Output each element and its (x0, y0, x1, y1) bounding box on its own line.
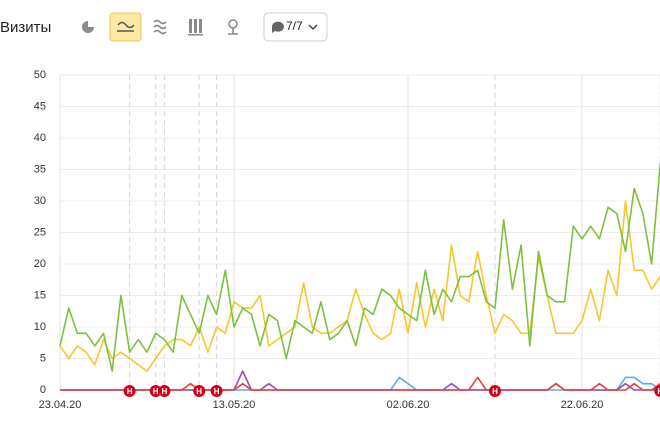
y-tick-label: 20 (34, 258, 46, 270)
view-line[interactable] (109, 12, 142, 42)
y-tick-label: 25 (34, 226, 46, 238)
holiday-label: Н (657, 387, 660, 396)
y-tick-label: 35 (34, 163, 46, 175)
holiday-marker (193, 385, 206, 397)
holiday-marker (158, 385, 171, 397)
x-tick-label: 02.06.20 (387, 399, 430, 411)
holiday-marker (123, 385, 136, 397)
x-tick-label: 22.06.20 (561, 399, 604, 411)
holiday-marker (149, 385, 162, 397)
y-tick-label: 45 (34, 100, 46, 112)
holiday-label: Н (196, 387, 202, 396)
holiday-label: Н (127, 387, 133, 396)
y-tick-label: 5 (40, 352, 46, 364)
x-tick-label: 23.04.20 (39, 399, 82, 411)
series-line (60, 376, 660, 391)
plot: 0 5 10 15 20 25 30 35 40 45 50 23.04.20 13.05.20 02.0… (34, 69, 660, 411)
view-map[interactable] (228, 19, 238, 35)
holiday-label: Н (162, 387, 168, 396)
series-line (60, 376, 660, 391)
holiday-marker (654, 385, 660, 397)
series-line (59, 163, 660, 372)
holiday-label: Н (153, 387, 159, 396)
x-tick-label: 13.05.20 (213, 399, 256, 411)
holiday-marker (489, 385, 501, 397)
view-area[interactable] (153, 19, 167, 35)
y-tick-label: 0 (40, 384, 46, 396)
y-tick-label: 10 (34, 321, 46, 333)
filter-count: 7/7 (286, 19, 303, 33)
holiday-label: Н (214, 387, 220, 396)
view-pie[interactable] (82, 21, 94, 33)
series-line (60, 370, 660, 391)
holiday-label: Н (492, 387, 498, 396)
holiday-marker (210, 385, 223, 397)
report-title: Визиты (0, 19, 51, 36)
y-tick-label: 15 (34, 289, 46, 301)
y-tick-label: 50 (34, 69, 46, 81)
view-bars[interactable] (188, 19, 203, 36)
y-tick-label: 40 (34, 132, 46, 144)
filter-button[interactable]: 7/7 (263, 12, 328, 42)
series-line (59, 200, 660, 372)
y-tick-label: 30 (34, 195, 46, 207)
